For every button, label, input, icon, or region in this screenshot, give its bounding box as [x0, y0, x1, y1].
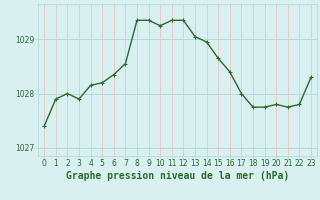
X-axis label: Graphe pression niveau de la mer (hPa): Graphe pression niveau de la mer (hPa): [66, 171, 289, 181]
